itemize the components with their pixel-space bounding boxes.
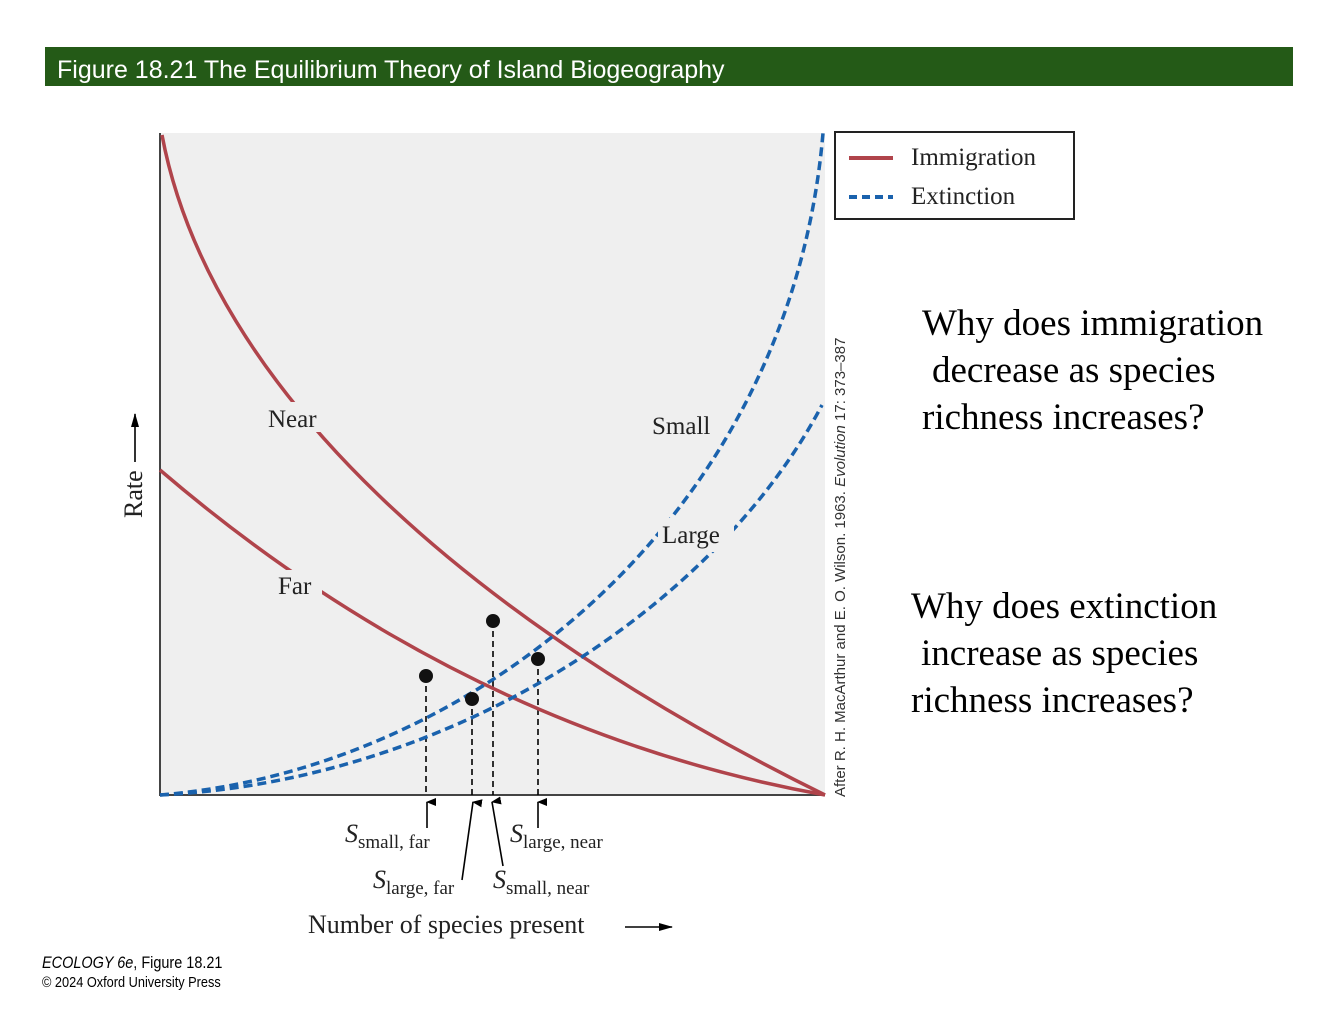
figure-title: Figure 18.21 The Equilibrium Theory of I… xyxy=(57,56,725,84)
figure-number: , Figure 18.21 xyxy=(133,953,223,972)
question-line: richness increases? xyxy=(911,680,1194,721)
equilibrium-point-small-near xyxy=(486,614,500,628)
arrow-small-near xyxy=(491,796,504,867)
label-s-small-near: Ssmall, near xyxy=(493,865,590,899)
label-small: Small xyxy=(652,413,710,440)
arrow-large-far xyxy=(461,799,483,881)
legend: Immigration Extinction xyxy=(834,131,1075,220)
question-line: Why does immigration xyxy=(922,303,1264,344)
figure-credit: ECOLOGY 6e, Figure 18.21 © 2024 Oxford U… xyxy=(42,953,222,993)
equilibrium-point-large-far xyxy=(465,692,479,706)
source-citation: After R. H. MacArthur and E. O. Wilson. … xyxy=(832,338,849,797)
equilibrium-point-large-near xyxy=(531,652,545,666)
label-s-large-far: Slarge, far xyxy=(373,865,455,899)
question-line: richness increases? xyxy=(922,397,1205,438)
immigration-near-curve xyxy=(160,134,826,797)
equilibrium-point-small-far xyxy=(419,669,433,683)
label-near: Near xyxy=(268,406,317,433)
label-far: Far xyxy=(278,573,312,600)
question-line: increase as species xyxy=(921,633,1199,674)
question-line: Why does extinction xyxy=(911,586,1218,627)
question-extinction: Why does extinction increase as species … xyxy=(911,583,1217,724)
legend-extinction-label: Extinction xyxy=(911,183,1016,210)
legend-immigration-label: Immigration xyxy=(911,144,1036,171)
question-line: decrease as species xyxy=(932,350,1216,391)
label-s-small-far: Ssmall, far xyxy=(345,819,430,853)
y-axis-title: Rate xyxy=(119,470,148,518)
label-large: Large xyxy=(662,522,720,549)
question-immigration: Why does immigration decrease as species… xyxy=(922,300,1263,441)
extinction-large-curve xyxy=(159,404,824,797)
label-s-large-near: Slarge, near xyxy=(510,819,603,853)
x-axis-title: Number of species present xyxy=(308,910,585,939)
book-title: ECOLOGY 6e xyxy=(42,953,134,972)
immigration-far-curve xyxy=(158,468,826,797)
title-banner: Figure 18.21 The Equilibrium Theory of I… xyxy=(45,47,1293,86)
copyright: © 2024 Oxford University Press xyxy=(42,974,221,991)
